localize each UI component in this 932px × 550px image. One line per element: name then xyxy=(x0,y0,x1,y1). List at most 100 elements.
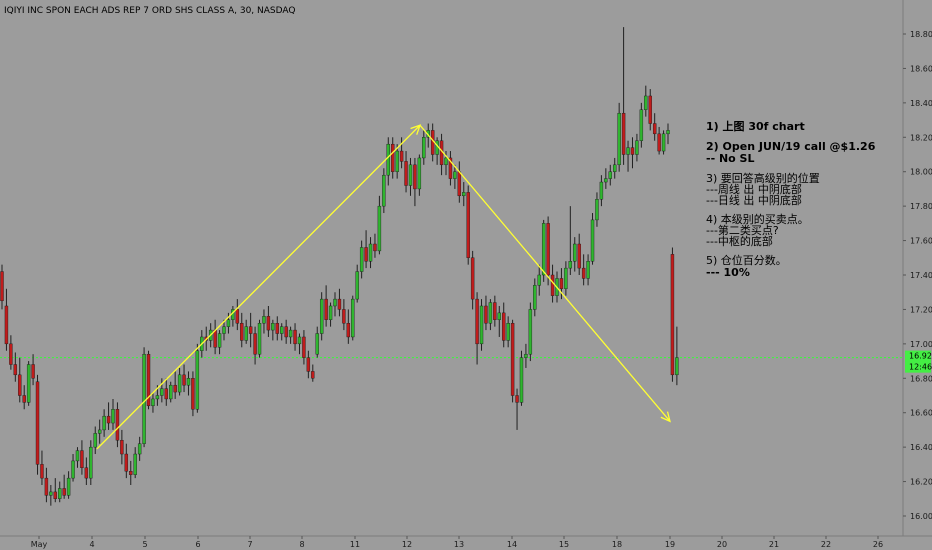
candle-body xyxy=(577,243,581,269)
candle xyxy=(404,151,408,193)
candle-body xyxy=(364,247,368,262)
candle xyxy=(262,309,266,334)
candle xyxy=(4,288,9,351)
candle-body xyxy=(319,298,324,334)
candle xyxy=(519,350,524,406)
candle-body xyxy=(271,323,275,331)
arrows-layer xyxy=(96,124,671,450)
candle-body xyxy=(479,305,484,345)
candle-body xyxy=(590,219,595,262)
candle-body xyxy=(639,109,644,141)
candle xyxy=(546,216,550,286)
candle xyxy=(62,474,66,499)
candle-body xyxy=(80,450,84,469)
candle xyxy=(44,467,49,503)
x-tick-label: 21 xyxy=(769,540,779,549)
annotation-line-1: 1) 上图 30f chart xyxy=(706,119,805,133)
candle xyxy=(97,419,102,444)
candle-body xyxy=(240,323,244,341)
candle-body xyxy=(608,171,612,179)
x-tick-label: 7 xyxy=(247,540,252,549)
candle-body xyxy=(315,333,319,355)
candle xyxy=(164,378,168,406)
candle-body xyxy=(124,453,129,472)
annotation-line-6: ---日线 出 中阴底部 xyxy=(706,193,802,207)
x-tick-label: May xyxy=(31,540,48,549)
candle xyxy=(599,175,604,207)
candle-body xyxy=(160,388,164,396)
candle xyxy=(306,350,311,379)
candle-body xyxy=(253,333,257,355)
candle-body xyxy=(342,309,346,324)
candle-body xyxy=(617,112,621,166)
candle-body xyxy=(13,364,18,376)
annotation-line-2: 2) Open JUN/19 call @$1.26 xyxy=(706,140,876,153)
x-tick-label: 13 xyxy=(454,540,464,549)
candle-body xyxy=(506,323,510,341)
candle-body xyxy=(133,453,137,475)
candle xyxy=(493,295,497,327)
candle-body xyxy=(604,178,608,183)
candle xyxy=(568,206,573,275)
candle-body xyxy=(262,316,266,324)
annotation-line-8: ---第二类买点? xyxy=(706,223,779,237)
annotation-line-11: --- 10% xyxy=(706,266,750,279)
candle-body xyxy=(395,150,399,172)
candle xyxy=(75,447,80,468)
x-tick-label: 15 xyxy=(559,540,569,549)
time-axis[interactable]: May 4 5 6 7 8 11 12 13 14 15 18 19 20 21 22 26 xyxy=(31,536,883,549)
candle-body xyxy=(502,312,506,341)
y-tick-label: 16.40 xyxy=(910,443,932,452)
candle xyxy=(244,319,248,344)
candle xyxy=(111,398,115,430)
candle xyxy=(639,102,644,148)
candle-body xyxy=(142,353,146,444)
candle-body xyxy=(275,323,279,334)
candle xyxy=(169,381,173,403)
candle-body xyxy=(137,443,142,455)
candle xyxy=(510,319,515,403)
trend-arrow-line xyxy=(419,124,671,422)
candle-body xyxy=(58,488,62,499)
candle-body xyxy=(661,133,666,152)
candle-body xyxy=(49,491,53,496)
candle xyxy=(559,268,564,300)
candle-body xyxy=(164,388,168,400)
candle xyxy=(621,27,626,165)
candle-body xyxy=(0,271,4,302)
candle-body xyxy=(89,446,93,479)
candle xyxy=(506,316,510,348)
candle-body xyxy=(337,298,342,310)
candle-body xyxy=(26,364,31,403)
candle xyxy=(644,85,648,117)
candle-body xyxy=(546,223,550,276)
candle-body xyxy=(635,140,639,155)
candle xyxy=(266,305,271,337)
price-axis[interactable]: 16.00 16.20 16.40 16.60 16.80 17.00 17.20 17.40… xyxy=(903,30,932,521)
candle xyxy=(533,278,537,317)
candle xyxy=(142,347,146,448)
candle xyxy=(657,126,661,155)
candle-body xyxy=(595,199,599,221)
candle-body xyxy=(528,309,533,355)
candle xyxy=(0,264,4,310)
candle xyxy=(395,144,399,179)
candle-body xyxy=(564,267,568,289)
candle-body xyxy=(195,350,200,410)
y-tick-label: 17.80 xyxy=(910,202,932,211)
candle xyxy=(280,323,284,341)
candle-body xyxy=(488,302,493,324)
current-price-tag-background xyxy=(905,350,931,373)
candle-body xyxy=(448,157,453,179)
candle-body xyxy=(666,130,670,135)
candle-body xyxy=(630,147,635,155)
candle-body xyxy=(519,357,524,403)
candle xyxy=(537,264,541,296)
candle xyxy=(319,292,324,341)
candle xyxy=(355,264,359,303)
candle-body xyxy=(510,323,515,396)
candle xyxy=(9,335,13,370)
candle xyxy=(222,319,226,341)
candle xyxy=(648,89,652,131)
